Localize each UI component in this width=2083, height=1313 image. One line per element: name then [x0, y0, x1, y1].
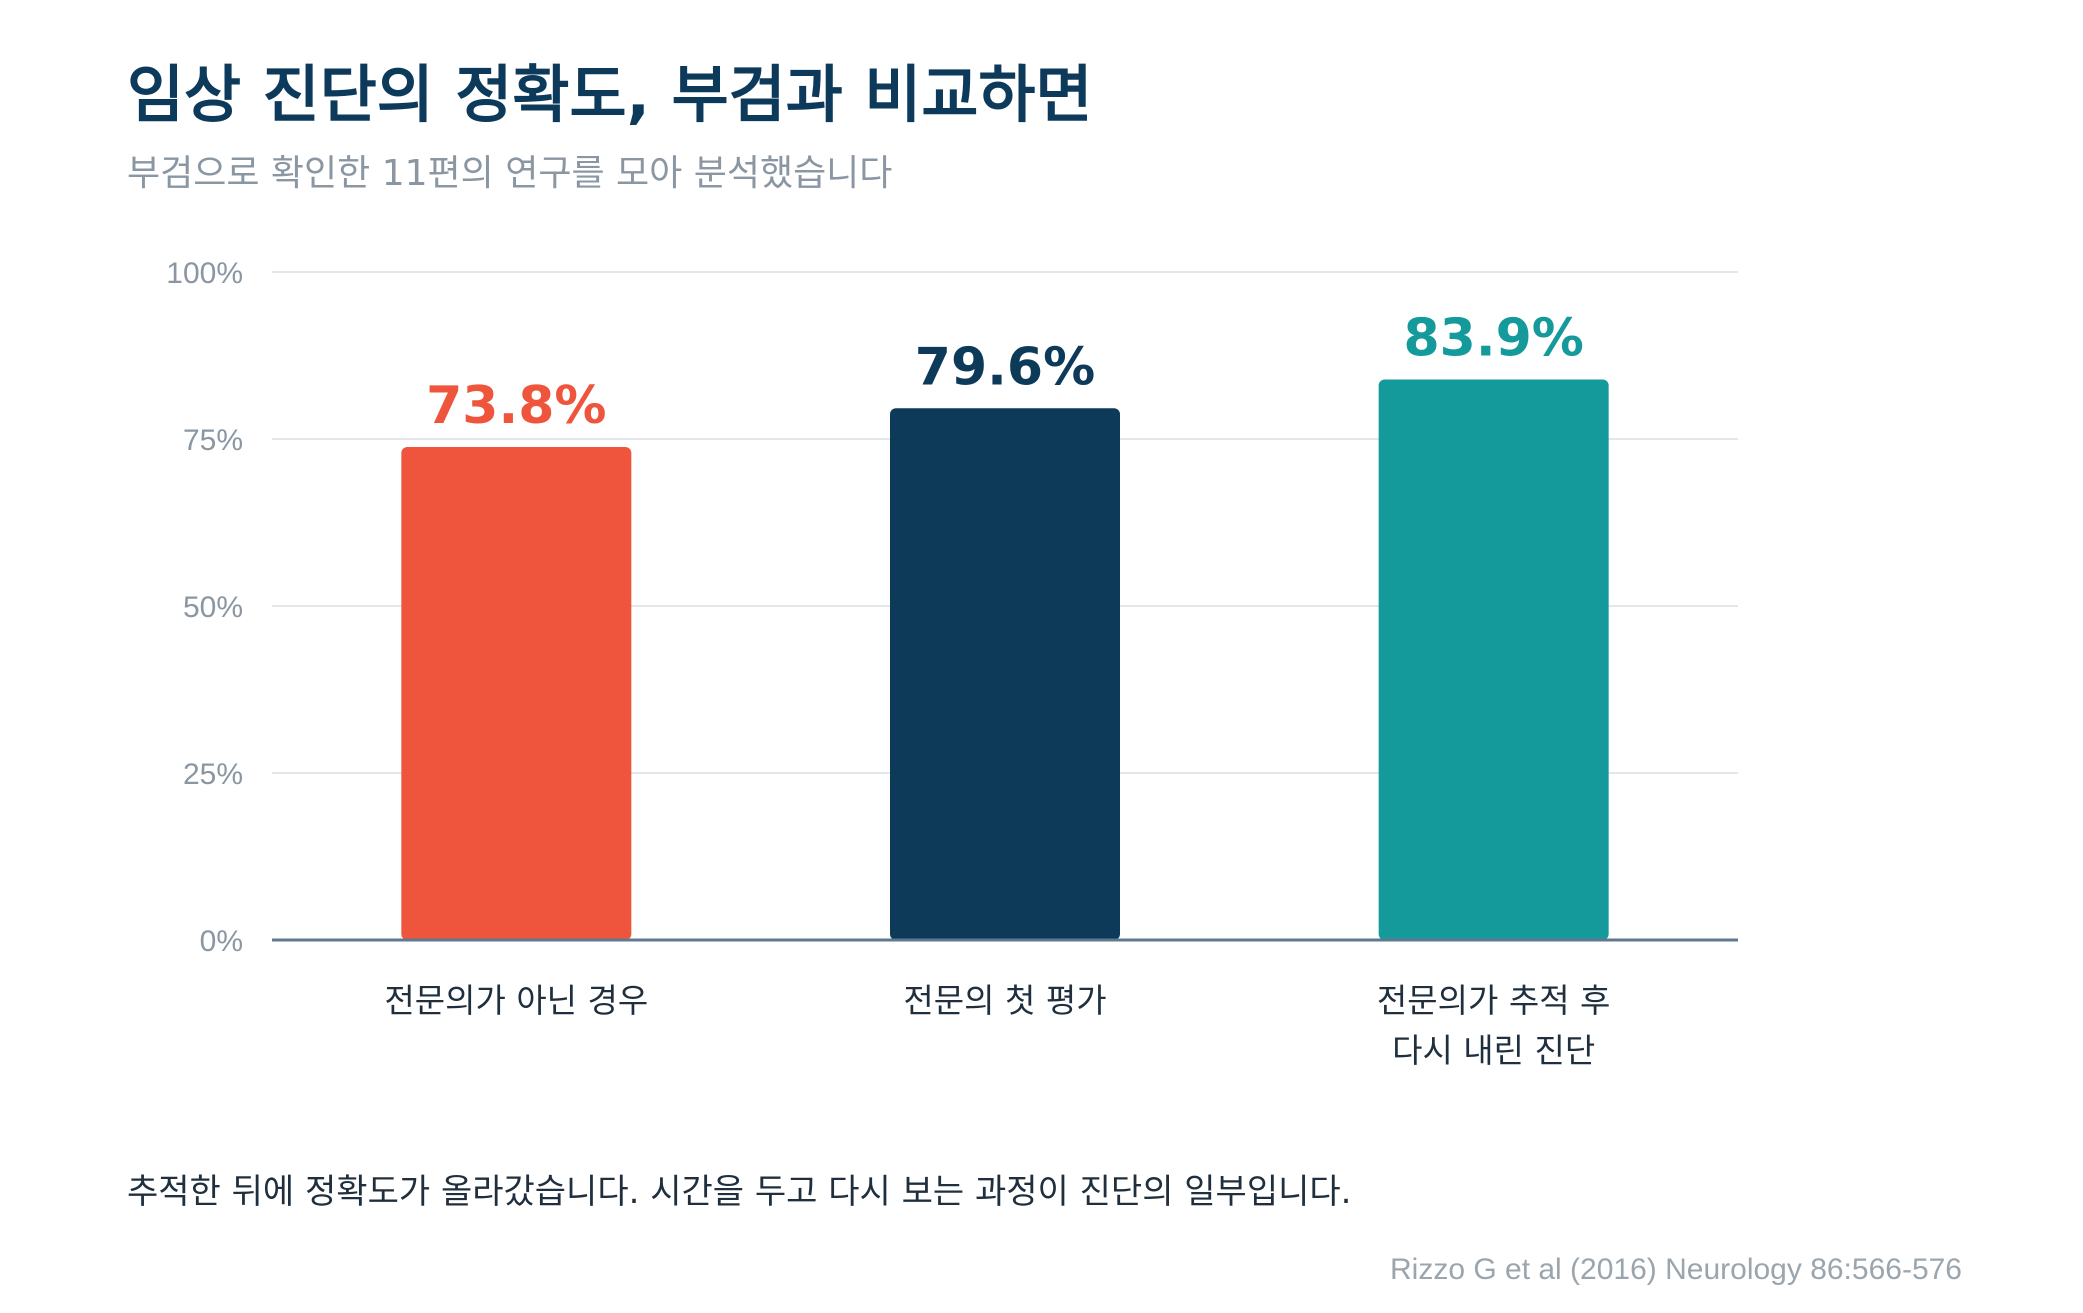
bar-value-label: 73.8%: [426, 376, 606, 436]
x-tick-label: 다시 내린 진단: [1392, 1031, 1595, 1070]
bar: [1378, 379, 1609, 941]
y-tick-label: 25%: [183, 758, 243, 791]
y-tick-label: 0%: [200, 925, 243, 958]
x-tick-label: 전문의 첫 평가: [903, 981, 1106, 1020]
chart-subtitle: 부검으로 확인한 11편의 연구를 모아 분석했습니다: [127, 153, 893, 194]
chart-note: 추적한 뒤에 정확도가 올라갔습니다. 시간을 두고 다시 보는 과정이 진단의…: [127, 1172, 1352, 1212]
bar-value-label: 83.9%: [1403, 309, 1583, 369]
x-tick-label: 전문의가 아닌 경우: [384, 981, 648, 1020]
y-tick-label: 75%: [183, 424, 243, 457]
bar: [890, 408, 1120, 941]
bar: [401, 447, 632, 940]
bar-value-label: 79.6%: [915, 337, 1095, 397]
y-tick-label: 50%: [183, 591, 243, 624]
chart-title: 임상 진단의 정확도, 부검과 비교하면: [127, 58, 1093, 131]
source-citation: Rizzo G et al (2016) Neurology 86:566-57…: [1390, 1253, 1962, 1286]
y-tick-label: 100%: [166, 257, 243, 290]
x-tick-label: 전문의가 추적 후: [1377, 981, 1611, 1020]
